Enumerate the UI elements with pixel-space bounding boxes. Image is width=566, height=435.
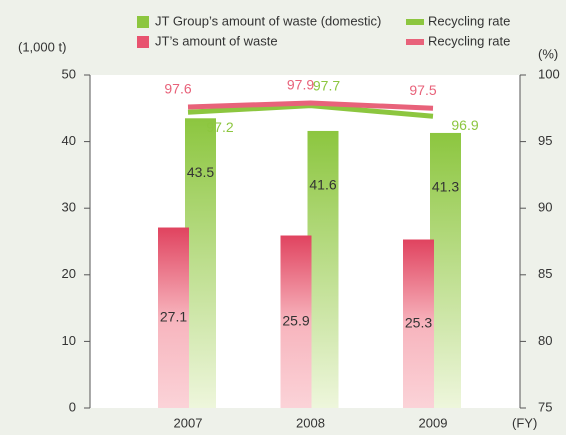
line bbox=[187, 100, 434, 111]
legend-swatch bbox=[137, 16, 149, 28]
y-tick-label: 40 bbox=[62, 133, 76, 148]
y2-tick-label: 85 bbox=[538, 266, 552, 281]
line-value-label: 96.9 bbox=[451, 117, 478, 133]
y2-tick-label: 75 bbox=[538, 399, 552, 414]
x-axis-label: (FY) bbox=[512, 415, 537, 430]
y2-tick-label: 100 bbox=[538, 66, 560, 81]
legend-label: JT’s amount of waste bbox=[155, 33, 278, 48]
bar bbox=[185, 118, 216, 408]
bar-value-label: 25.3 bbox=[405, 314, 432, 330]
bar-value-label: 25.9 bbox=[282, 312, 309, 328]
line-value-label: 97.5 bbox=[409, 82, 436, 98]
legend-label: Recycling rate bbox=[428, 13, 510, 28]
bar bbox=[280, 235, 312, 408]
x-tick-label: 2007 bbox=[174, 415, 203, 430]
bar-value-label: 41.6 bbox=[309, 177, 336, 193]
bar-value-label: 43.5 bbox=[187, 164, 214, 180]
y2-tick-label: 95 bbox=[538, 133, 552, 148]
legend-swatch bbox=[406, 19, 424, 25]
bar bbox=[430, 132, 461, 408]
y-axis-label: (1,000 t) bbox=[18, 39, 66, 54]
y2-tick-label: 80 bbox=[538, 333, 552, 348]
bar-value-label: 41.3 bbox=[432, 179, 459, 195]
y-tick-label: 50 bbox=[62, 66, 76, 81]
y-tick-label: 0 bbox=[69, 399, 76, 414]
x-tick-label: 2008 bbox=[296, 415, 325, 430]
legend-label: Recycling rate bbox=[428, 33, 510, 48]
legend-label: JT Group’s amount of waste (domestic) bbox=[155, 13, 381, 28]
x-tick-label: 2009 bbox=[419, 415, 448, 430]
y2-axis-label: (%) bbox=[538, 46, 558, 61]
bar-value-label: 27.1 bbox=[160, 308, 187, 324]
y2-tick-label: 90 bbox=[538, 200, 552, 215]
bar bbox=[403, 239, 434, 408]
bar bbox=[158, 227, 189, 408]
line-value-label: 97.6 bbox=[164, 81, 191, 97]
y-tick-label: 10 bbox=[62, 333, 76, 348]
line bbox=[187, 103, 434, 119]
y-tick-label: 30 bbox=[62, 200, 76, 215]
legend-swatch bbox=[406, 39, 424, 45]
y-tick-label: 20 bbox=[62, 266, 76, 281]
line-value-label: 97.7 bbox=[313, 77, 340, 93]
line-value-label: 97.9 bbox=[287, 77, 314, 93]
bar bbox=[307, 130, 339, 408]
legend-swatch bbox=[137, 36, 149, 48]
line-value-label: 97.2 bbox=[206, 119, 233, 135]
